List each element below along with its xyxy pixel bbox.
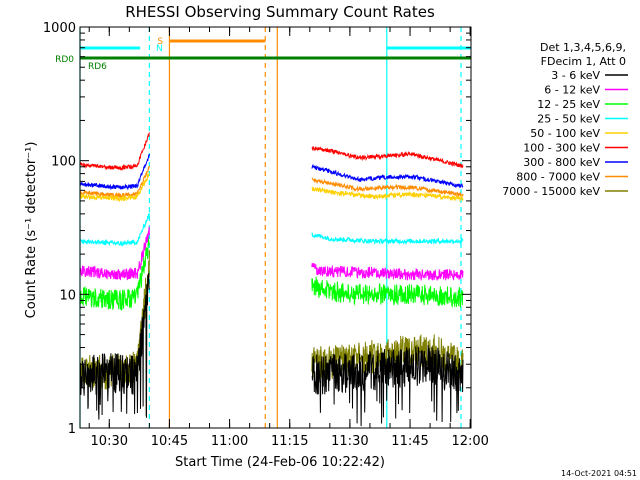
series-line	[79, 172, 464, 203]
y-axis-label: Count Rate (s⁻¹ detector⁻¹)	[24, 142, 39, 319]
status-bars: RD0 S RD6 N	[55, 37, 471, 72]
axes: 1 10 100 1000 10:30 10:45 11:00 11:15 11:30 11:45…	[43, 21, 489, 449]
x-tick-label: 11:15	[271, 434, 308, 449]
x-tick-label: 11:30	[331, 434, 368, 449]
x-tick-label: 10:45	[151, 434, 188, 449]
legend-title: FDecim 1, Att 0	[541, 55, 626, 68]
x-axis-label: Start Time (24-Feb-06 10:22:42)	[175, 455, 385, 470]
series-line	[79, 273, 464, 427]
x-tick-label: 12:00	[451, 434, 488, 449]
chart-title: RHESSI Observing Summary Count Rates	[125, 3, 435, 21]
flag-label: N	[156, 44, 163, 54]
flag-label: RD6	[88, 62, 107, 72]
plot-frame	[79, 26, 472, 429]
series-line	[79, 235, 464, 311]
legend-label: 800 - 7000 keV	[516, 171, 600, 184]
legend-label: 12 - 25 keV	[537, 98, 600, 111]
y-tick-label: 10	[59, 288, 76, 303]
legend-label: 25 - 50 keV	[537, 113, 600, 126]
legend: Det 1,3,4,5,6,9,FDecim 1, Att 03 - 6 keV…	[502, 41, 628, 198]
legend-label: 100 - 300 keV	[523, 142, 600, 155]
y-tick-label: 1000	[43, 21, 76, 36]
legend-label: 50 - 100 keV	[530, 127, 600, 140]
x-tick-label: 11:00	[211, 434, 248, 449]
legend-label: 6 - 12 keV	[544, 84, 600, 97]
legend-label: 3 - 6 keV	[551, 69, 600, 82]
status-bar-label: RD0	[55, 55, 74, 65]
footer-date: 14-Oct-2021 04:51	[561, 469, 637, 478]
legend-label: 300 - 800 keV	[523, 156, 600, 169]
series-layer	[79, 132, 464, 427]
y-tick-label: 100	[51, 155, 76, 170]
series-line	[79, 212, 464, 248]
y-tick-label: 1	[68, 422, 76, 437]
series-line	[79, 132, 464, 171]
x-tick-label: 11:45	[391, 434, 428, 449]
status-bar-label: S	[157, 37, 163, 47]
series-line	[79, 226, 464, 281]
legend-title: Det 1,3,4,5,6,9,	[540, 41, 626, 54]
x-tick-label: 10:30	[91, 434, 128, 449]
legend-label: 7000 - 15000 keV	[502, 185, 600, 198]
series-line	[79, 153, 464, 191]
